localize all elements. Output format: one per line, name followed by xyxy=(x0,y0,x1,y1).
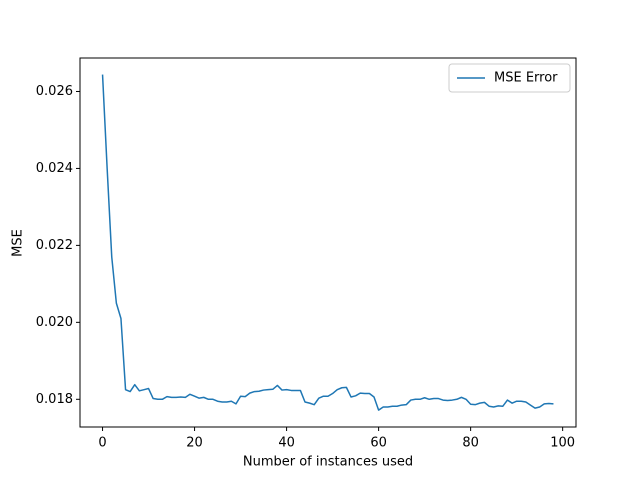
plot-frame xyxy=(79,57,577,428)
x-tick-label: 0 xyxy=(98,436,106,451)
legend-box xyxy=(448,63,571,93)
data-line xyxy=(101,74,554,411)
x-tick-label: 20 xyxy=(186,436,203,451)
y-tick-label: 0.022 xyxy=(36,238,73,253)
x-tick-label: 60 xyxy=(370,436,387,451)
legend-label: MSE Error xyxy=(494,71,558,86)
x-axis-label: Number of instances used xyxy=(243,455,413,470)
x-tick-label: 40 xyxy=(278,436,295,451)
y-axis-label: MSE xyxy=(11,229,26,257)
y-tick-label: 0.018 xyxy=(36,392,73,407)
y-tick-label: 0.020 xyxy=(36,315,73,330)
x-tick-label: 80 xyxy=(462,436,479,451)
x-tick-label: 100 xyxy=(550,436,575,451)
y-tick-label: 0.024 xyxy=(36,161,73,176)
y-tick-label: 0.026 xyxy=(36,84,73,99)
